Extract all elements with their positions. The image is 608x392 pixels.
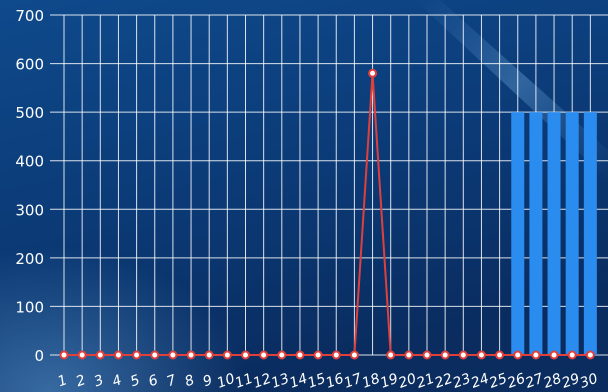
y-tick-label: 100 (15, 298, 44, 316)
bar-28 (547, 112, 561, 356)
line-point-29 (567, 350, 577, 360)
line-point-22 (440, 350, 450, 360)
x-tick-label: 27 (523, 371, 545, 392)
line-point-3 (95, 350, 105, 360)
line-point-13 (277, 350, 287, 360)
line-point-27 (531, 350, 541, 360)
x-tick-label: 26 (505, 371, 527, 392)
line-point-5 (132, 350, 142, 360)
background-light-glow (0, 150, 330, 392)
line-point-12 (259, 350, 269, 360)
line-point-9 (204, 350, 214, 360)
x-tick-label: 24 (469, 371, 491, 392)
x-tick-label: 28 (542, 371, 564, 392)
line-point-10 (222, 350, 232, 360)
line-layer (59, 68, 595, 360)
x-tick-label: 17 (342, 371, 364, 392)
grid-layer (50, 14, 608, 356)
x-tick-label: 18 (360, 371, 382, 392)
x-tick-label: 23 (451, 371, 473, 392)
y-tick-label: 700 (15, 7, 44, 25)
line-point-26 (513, 350, 523, 360)
line-point-15 (313, 350, 323, 360)
line-point-23 (458, 350, 468, 360)
line-point-14 (295, 350, 305, 360)
line-point-11 (241, 350, 250, 360)
line-point-17 (349, 350, 359, 360)
x-tick-label: 10 (215, 371, 237, 392)
line-point-6 (150, 350, 160, 360)
line-point-20 (404, 350, 414, 360)
y-tick-label: 0 (34, 347, 44, 365)
line-point-28 (549, 350, 559, 360)
x-tick-label: 22 (433, 371, 455, 392)
line-point-18 (368, 68, 378, 78)
line-point-16 (331, 350, 341, 360)
bar-27 (529, 112, 543, 356)
y-tick-label: 600 (15, 56, 44, 74)
y-tick-label: 400 (15, 153, 44, 171)
x-tick-label: 30 (578, 371, 600, 392)
x-tick-label: 21 (415, 371, 437, 392)
bar-29 (565, 112, 579, 356)
x-tick-label: 25 (487, 371, 509, 392)
line-point-21 (422, 350, 432, 360)
y-tick-label: 200 (15, 250, 44, 268)
line-point-2 (77, 350, 87, 360)
y-axis-tick-labels: 0 100 200 300 400 500 600 700 (15, 7, 44, 365)
line-point-19 (386, 350, 396, 360)
x-tick-label: 11 (233, 371, 255, 392)
x-tick-label: 19 (378, 371, 400, 392)
x-tick-label: 13 (269, 371, 291, 392)
bar-layer (511, 112, 597, 356)
line-point-4 (113, 350, 123, 360)
bar-30 (583, 112, 597, 356)
line-point-8 (186, 350, 196, 360)
line-point-7 (168, 350, 178, 360)
x-tick-label: 16 (324, 371, 346, 392)
x-tick-label: 14 (287, 371, 309, 392)
y-tick-label: 500 (15, 104, 44, 122)
y-tick-label: 300 (15, 201, 44, 219)
line-point-25 (495, 350, 505, 360)
x-tick-label: 12 (251, 371, 273, 392)
x-tick-label: 29 (560, 371, 582, 392)
x-axis-tick-labels: 1 2 3 4 5 6 7 8 9 1011121314151617181920212223242… (56, 371, 600, 392)
x-tick-label: 15 (306, 371, 328, 392)
x-tick-label: 20 (396, 371, 418, 392)
bar-26 (511, 112, 525, 356)
line-point-1 (59, 350, 69, 360)
line-point-24 (476, 350, 486, 360)
line-point-30 (585, 350, 595, 360)
